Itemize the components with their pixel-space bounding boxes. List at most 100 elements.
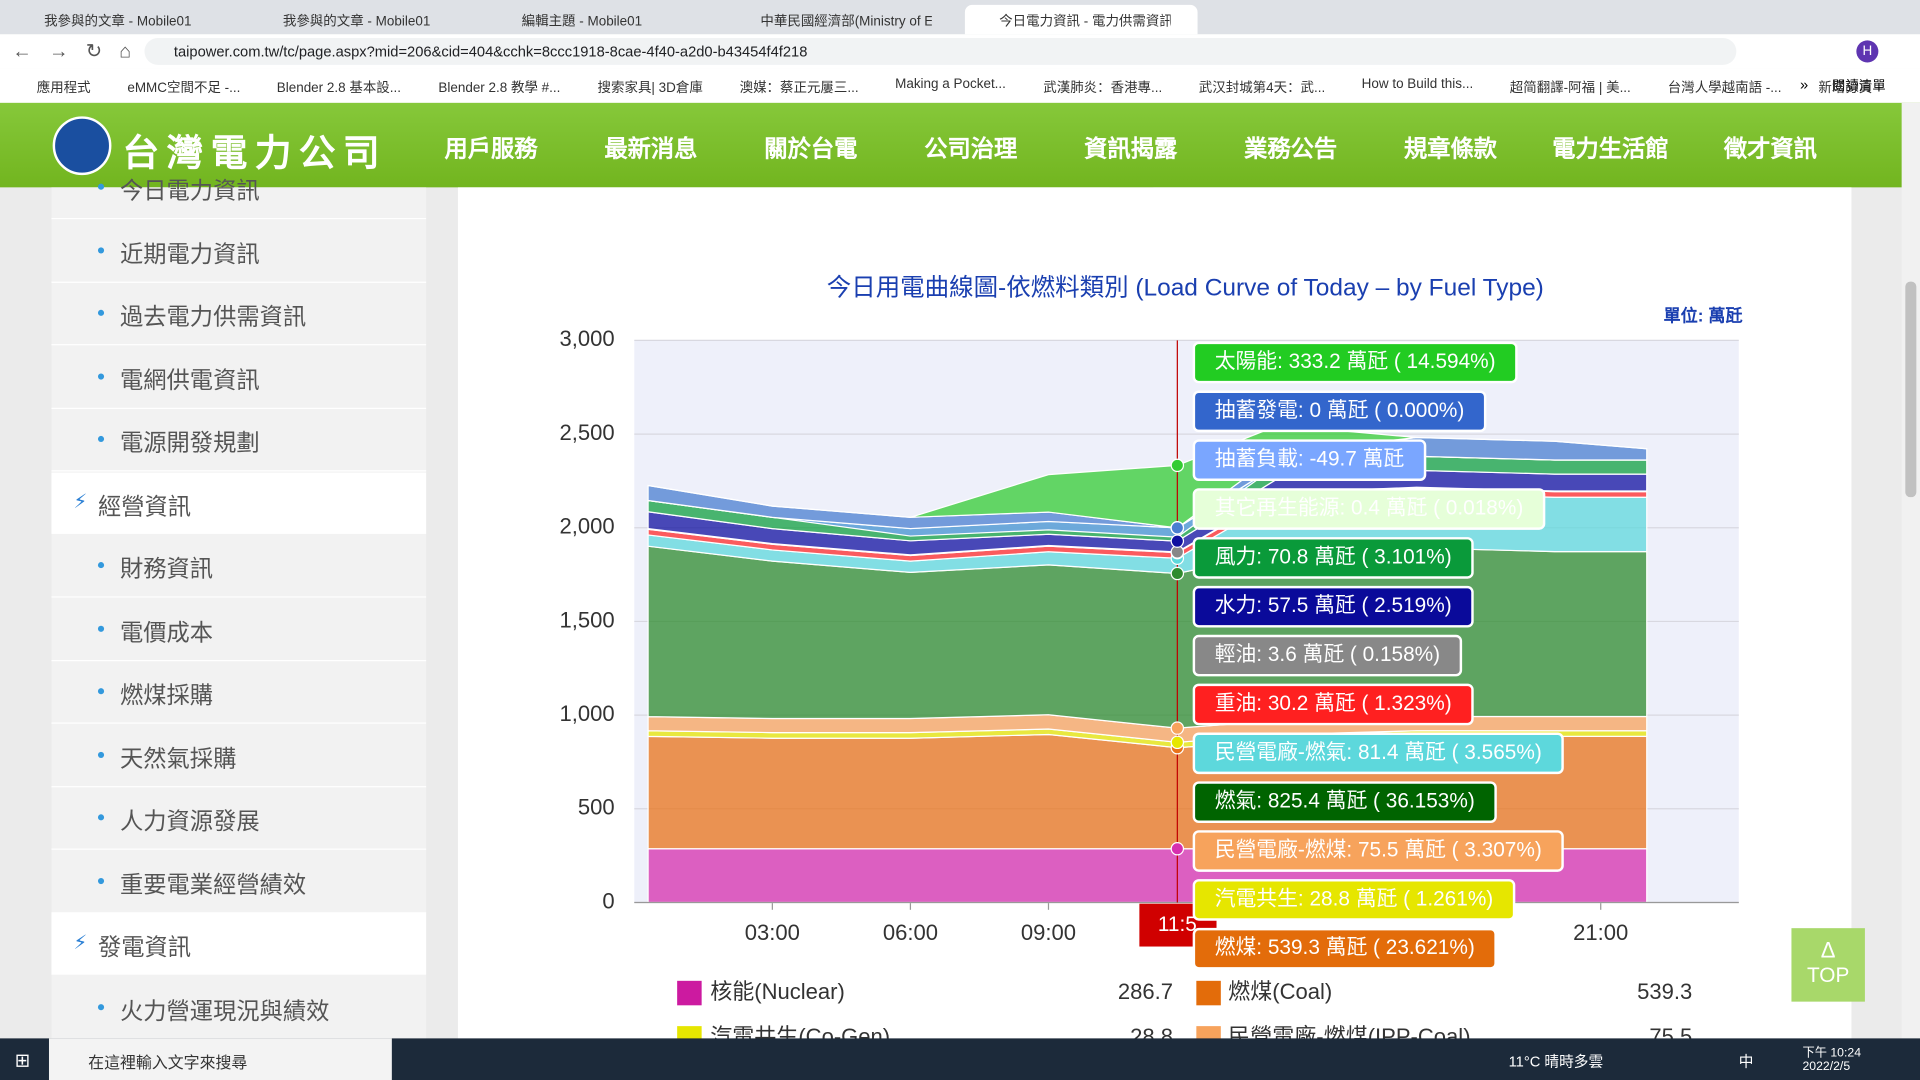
sidebar-section[interactable]: ⚡ 經營資訊 — [51, 472, 427, 534]
bullet — [97, 877, 105, 884]
sidebar: 今日電力資訊 近期電力資訊過去電力供需資訊電網供電資訊 電源開發規劃 ⚡ 經營資訊財務資… — [51, 179, 427, 1045]
site-header: 台灣電力公司 用戶服務 最新消息 關於台電 公司治理 資訊揭露 業務公告 規章條款 電力生活館… — [0, 102, 1920, 203]
tab[interactable]: 編輯主題 - Mobile01 — [487, 5, 720, 34]
bolt-icon: ⚡ — [73, 933, 88, 954]
sidebar-item[interactable]: 今日電力資訊 — [51, 157, 427, 220]
tooltip-text: 水力: 57.5 萬瓩 ( 2.519%) — [1215, 594, 1452, 617]
nav-item[interactable]: 公司治理 — [924, 137, 1018, 163]
x-tick-label: 06:00 — [883, 920, 938, 945]
tooltip-text: 燃煤: 539.3 萬瓩 ( 23.621%) — [1215, 936, 1475, 959]
tooltip-text: 燃氣: 825.4 萬瓩 ( 36.153%) — [1215, 790, 1475, 813]
chart-title: 今日用電曲線圖-依燃料類別 (Load Curve of Today – by … — [827, 273, 1544, 301]
legend-swatch — [1196, 980, 1221, 1006]
tooltip-box — [1192, 488, 1546, 530]
nav-item[interactable]: 徵才資訊 — [1723, 137, 1817, 163]
sidebar-item[interactable]: 火力營運現況與績效 — [51, 977, 427, 1039]
y-tick-label: 500 — [578, 795, 615, 820]
bookmark[interactable]: Blender 2.8 教學 #... — [438, 80, 561, 96]
y-tick-label: 3,000 — [560, 326, 615, 351]
tab-strip: 我參與的文章 - Mobile01 我參與的文章 - Mobile01 編輯主題 -… — [0, 0, 1920, 35]
bookmark[interactable]: 新增分頁 — [1818, 80, 1873, 96]
bookmark[interactable]: How to Build this... — [1361, 77, 1474, 92]
reading-list[interactable]: 閱讀清單 — [1831, 79, 1886, 95]
tab[interactable]: 我參與的文章 - Mobile01 — [249, 5, 482, 34]
sidebar-item[interactable]: 財務資訊 — [51, 535, 427, 598]
bookmark[interactable]: Making a Pocket... — [895, 77, 1006, 92]
sidebar-section[interactable]: ⚡ 發電資訊 — [51, 913, 427, 975]
sidebar-item[interactable]: 重要電業經營績效 — [51, 850, 427, 913]
tab[interactable]: 今日電力資訊 - 電力供需資訊 - 台 — [964, 4, 1198, 35]
clock-time[interactable]: 下午 10:24 — [1802, 1046, 1862, 1061]
tooltip-box — [1192, 732, 1564, 775]
sidebar-item[interactable]: 燃煤採購 — [51, 661, 427, 724]
bookmark[interactable]: 搜索家具| 3D倉庫 — [597, 80, 703, 96]
tooltip-box — [1192, 537, 1474, 579]
nav-item[interactable]: 資訊揭露 — [1084, 137, 1178, 163]
bullet — [97, 246, 105, 253]
nav-item[interactable]: 用戶服務 — [444, 137, 538, 163]
scroll-thumb[interactable] — [1905, 281, 1917, 498]
bullet — [97, 183, 105, 190]
nav-item[interactable]: 規章條款 — [1403, 137, 1498, 163]
nav-item[interactable]: 業務公告 — [1244, 137, 1338, 163]
logo-text[interactable]: 台灣電力公司 — [122, 133, 387, 174]
nav-item[interactable]: 電力生活館 — [1552, 137, 1669, 163]
tab[interactable]: 我參與的文章 - Mobile01 — [10, 5, 243, 34]
omnibox[interactable]: taipower.com.tw/tc/page.aspx?mid=206&cid… — [144, 37, 1737, 65]
sidebar-item[interactable]: 過去電力供需資訊 — [51, 283, 427, 346]
y-tick-label: 1,500 — [560, 607, 615, 632]
bookmark[interactable]: 應用程式 — [36, 80, 91, 96]
tooltip-text: 輕油: 3.6 萬瓩 ( 0.158%) — [1215, 643, 1440, 666]
sidebar-item[interactable]: 近期電力資訊 — [51, 220, 427, 283]
tooltip-box — [1192, 439, 1427, 481]
bullet — [97, 751, 105, 758]
bookmark[interactable]: Blender 2.8 基本設... — [276, 80, 402, 96]
sidebar-item-text: 過去電力供需資訊 — [120, 304, 307, 331]
bookmark[interactable]: eMMC空間不足 -... — [127, 80, 241, 96]
tab-title: 我參與的文章 - Mobile01 — [44, 14, 192, 30]
bullet — [97, 1003, 105, 1010]
tooltip-box — [1192, 830, 1564, 872]
scrollbar[interactable] — [1901, 102, 1920, 1039]
sidebar-item[interactable]: 人力資源發展 — [51, 787, 427, 850]
tooltip-box — [1192, 879, 1516, 921]
sidebar-item-text: 財務資訊 — [120, 557, 214, 583]
tooltip-box — [1192, 781, 1497, 823]
cursor-marker — [1170, 521, 1185, 535]
bookmark[interactable]: 澳媒：蔡正元屢三... — [739, 80, 859, 96]
tooltip-text: 風力: 70.8 萬瓩 ( 3.101%) — [1215, 545, 1452, 568]
bullet — [97, 688, 105, 695]
cursor-marker — [1170, 842, 1185, 856]
sidebar-item[interactable]: 電價成本 — [51, 598, 427, 661]
weather[interactable]: 11°C 晴時多雲 — [1508, 1053, 1604, 1071]
sidebar-item[interactable]: 電源開發規劃 — [51, 409, 427, 472]
bookmark[interactable]: 超简翻譯-阿福 | 美... — [1509, 80, 1631, 96]
sidebar-item-text: 今日電力資訊 — [120, 178, 260, 205]
nav-item[interactable]: 最新消息 — [604, 137, 698, 163]
sidebar-item-text: 近期電力資訊 — [120, 241, 260, 268]
tooltip-text: 汽電共生: 28.8 萬瓩 ( 1.261%) — [1215, 887, 1494, 910]
sidebar-item[interactable]: 電網供電資訊 — [51, 346, 427, 409]
search-box[interactable]: 在這裡輸入文字來搜尋 — [48, 1038, 392, 1080]
nav-item[interactable]: 關於台電 — [764, 137, 858, 163]
cursor-marker — [1170, 735, 1185, 750]
start[interactable]: ⊞ — [14, 1050, 31, 1072]
bookmark[interactable]: 武汉封城第4天：武... — [1198, 80, 1326, 96]
top-button[interactable]: Δ TOP — [1791, 928, 1865, 1002]
nav-buttons[interactable]: ←→↻⌂ — [12, 41, 149, 63]
tab[interactable]: 中華民國經濟部(Ministry of Eco — [726, 5, 959, 34]
tooltip-text: 太陽能: 333.2 萬瓩 ( 14.594%) — [1215, 350, 1496, 373]
tooltip-text: 民營電廠-燃氣: 81.4 萬瓩 ( 3.565%) — [1215, 740, 1542, 764]
bookmark[interactable]: 武漢肺炎：香港專... — [1043, 80, 1163, 96]
tooltip-text: 其它再生能源: 0.4 萬瓩 ( 0.018%) — [1215, 497, 1524, 520]
tooltip-box — [1192, 341, 1518, 384]
sidebar-item-text: 燃煤採購 — [120, 683, 214, 709]
profile[interactable]: H — [1856, 40, 1879, 63]
sidebar-item[interactable]: 天然氣採購 — [51, 724, 427, 787]
search-text: 在這裡輸入文字來搜尋 — [88, 1053, 248, 1072]
clock-date[interactable]: 2022/2/5 — [1802, 1060, 1851, 1074]
bookmarks-more[interactable]: » — [1800, 75, 1809, 94]
ime[interactable]: 中 — [1738, 1053, 1754, 1071]
bookmark[interactable]: 台灣人學越南語 -... — [1667, 80, 1782, 96]
